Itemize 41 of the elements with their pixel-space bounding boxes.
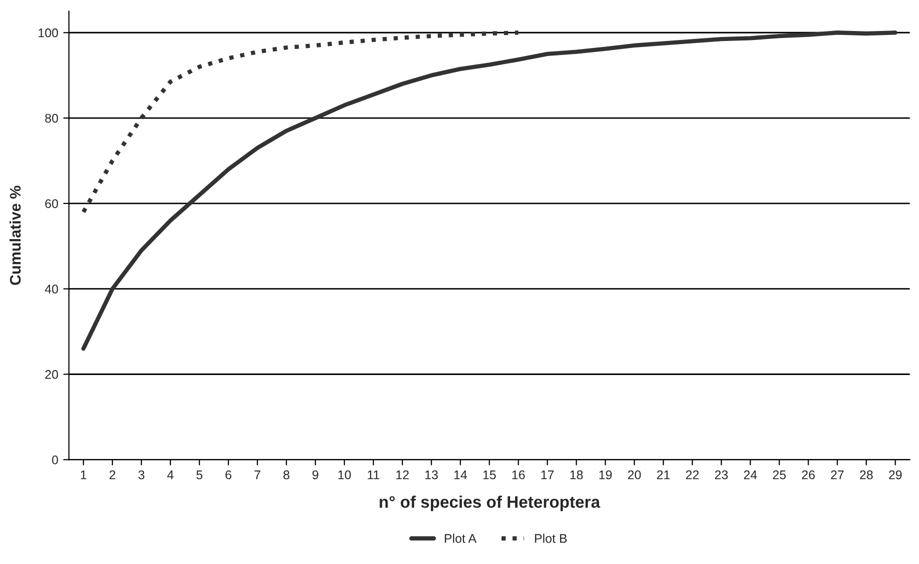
line-series [81, 30, 520, 214]
x-tick-label: 20 [628, 470, 641, 480]
y-tick-label: 0 [52, 455, 58, 464]
x-tick-label: 12 [396, 470, 409, 480]
line-series [81, 30, 898, 351]
y-tick-label: 60 [45, 199, 58, 208]
x-tick-label: 5 [196, 470, 202, 480]
x-tick-label: 2 [110, 470, 116, 480]
x-tick-label: 22 [686, 470, 699, 480]
x-tick-label: 25 [773, 470, 786, 480]
x-tick-label: 27 [831, 470, 844, 480]
x-tick-label: 16 [512, 470, 525, 480]
y-tick-label: 100 [38, 28, 58, 38]
x-tick-label: 9 [312, 470, 318, 480]
x-tick-label: 4 [167, 470, 174, 480]
y-tick-label: 80 [45, 114, 58, 123]
x-tick-label: 1 [80, 470, 86, 480]
x-tick-label: 26 [802, 470, 815, 480]
x-tick-label: 24 [744, 470, 757, 480]
y-tick-label: 20 [45, 370, 58, 379]
x-tick-label: 15 [483, 470, 496, 480]
x-tick-label: 11 [368, 470, 380, 480]
x-tick-label: 28 [860, 470, 873, 480]
x-tick-label: 18 [570, 470, 583, 480]
x-tick-label: 29 [888, 470, 902, 480]
x-tick-label: 17 [541, 470, 554, 480]
x-tick-label: 23 [715, 470, 728, 480]
legend-label: Plot B [535, 534, 567, 543]
y-tick-label: 40 [44, 284, 58, 294]
x-tick-label: 19 [599, 470, 612, 480]
x-tick-label: 10 [338, 470, 351, 480]
x-tick-label: 8 [283, 470, 290, 480]
x-axis-title: n° of species of Heteroptera [380, 496, 600, 512]
x-tick-label: 21 [657, 470, 670, 480]
legend-label: Plot A [444, 534, 476, 543]
x-tick-label: 7 [254, 470, 260, 480]
y-axis-title: Cumulative % [10, 186, 21, 285]
x-tick-label: 13 [425, 470, 438, 480]
x-tick-label: 6 [226, 470, 232, 480]
x-tick-label: 14 [454, 470, 467, 480]
x-tick-label: 3 [138, 470, 144, 480]
